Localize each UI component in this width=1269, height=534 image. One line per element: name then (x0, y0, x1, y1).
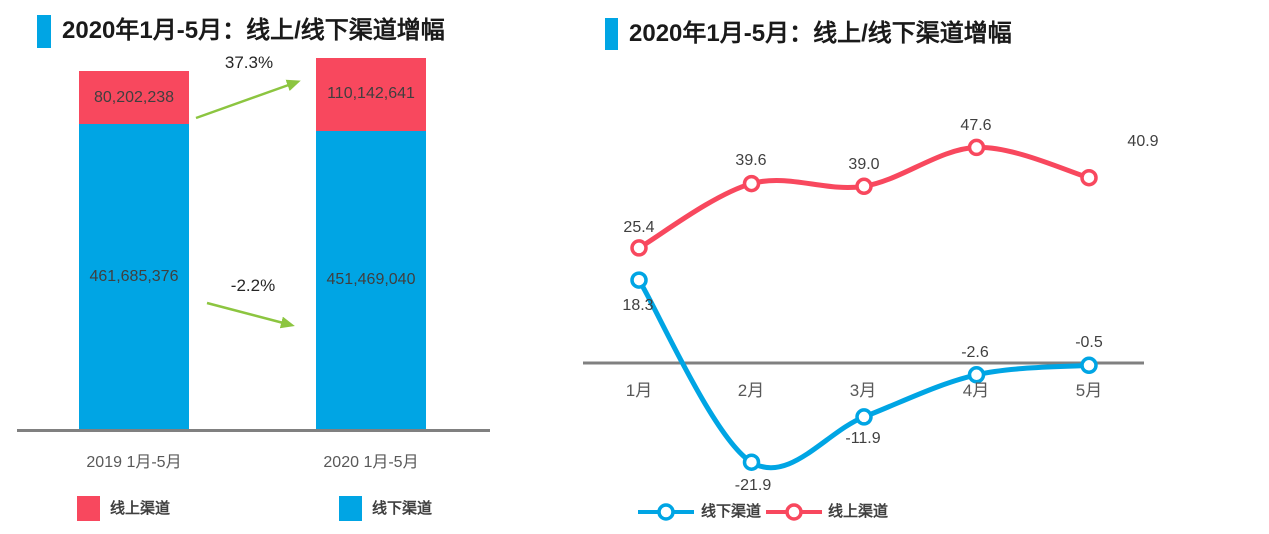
online-growth-arrow-icon (195, 79, 301, 120)
data-label-offline-5m: -0.5 (1075, 334, 1103, 351)
legend-line-online-icon (766, 503, 822, 521)
legend-label-offline: 线下渠道 (701, 503, 762, 520)
data-label-offline-1m: 18.3 (622, 297, 654, 314)
data-point-marker (1080, 168, 1098, 187)
data-label-online-3m: 39.0 (848, 156, 880, 173)
left-x-axis-line (17, 429, 490, 432)
legend-line-offline-icon (638, 503, 694, 521)
data-label-online-5m: 40.9 (1127, 133, 1159, 150)
series-line-0 (636, 277, 1092, 471)
data-point-marker (967, 138, 986, 157)
bar-segment-online-2020: 110,142,641 (316, 57, 426, 131)
data-point-marker (967, 366, 986, 384)
data-label-online-2m: 39.6 (735, 152, 767, 169)
data-point-marker (742, 174, 761, 193)
data-label-offline-4m: -2.6 (961, 344, 989, 361)
annotation-offline-decline: -2.2% (230, 276, 276, 295)
bar-segment-online-2019: 80,202,238 (79, 71, 189, 125)
value-label-online-2019: 80,202,238 (93, 88, 175, 106)
category-label-2020: 2020 1月-5月 (323, 454, 419, 471)
data-point-marker (1080, 356, 1098, 375)
month-label-2: 2月 (737, 381, 765, 400)
data-label-offline-3m: -11.9 (845, 430, 881, 447)
month-label-3: 3月 (849, 381, 877, 400)
data-label-online-1m: 25.4 (623, 219, 655, 236)
legend-swatch-offline-icon (339, 496, 362, 521)
legend-label-online: 线上渠道 (828, 503, 889, 520)
value-label-online-2020: 110,142,641 (327, 85, 415, 103)
month-label-5: 5月 (1075, 381, 1103, 400)
right-chart-title: 2020年1月-5月：线上/线下渠道增幅 (629, 20, 1012, 47)
data-point-marker (630, 239, 648, 257)
annotation-online-growth: 37.3% (224, 53, 274, 72)
month-label-1: 1月 (625, 381, 653, 400)
data-label-offline-2m: -21.9 (734, 477, 772, 494)
data-point-marker (855, 177, 873, 196)
bar-segment-offline-2020: 451,469,040 (316, 130, 426, 430)
category-label-2019: 2019 1月-5月 (86, 454, 182, 471)
legend-swatch-online-icon (77, 496, 100, 521)
data-point-marker (630, 271, 648, 289)
legend-label-online: 线上渠道 (110, 500, 171, 517)
offline-decline-arrow-icon (206, 301, 295, 329)
value-label-offline-2020: 451,469,040 (326, 271, 416, 289)
legend-label-offline: 线下渠道 (372, 500, 433, 517)
bar-segment-offline-2019: 461,685,376 (79, 124, 189, 430)
month-label-4: 4月 (962, 381, 990, 400)
data-label-online-4m: 47.6 (960, 117, 992, 134)
left-chart-title: 2020年1月-5月：线上/线下渠道增幅 (62, 17, 445, 44)
title-marker-icon (605, 18, 618, 50)
value-label-offline-2019: 461,685,376 (89, 268, 179, 286)
data-point-marker (742, 453, 761, 471)
data-point-marker (855, 408, 873, 426)
title-marker-icon (37, 15, 51, 48)
